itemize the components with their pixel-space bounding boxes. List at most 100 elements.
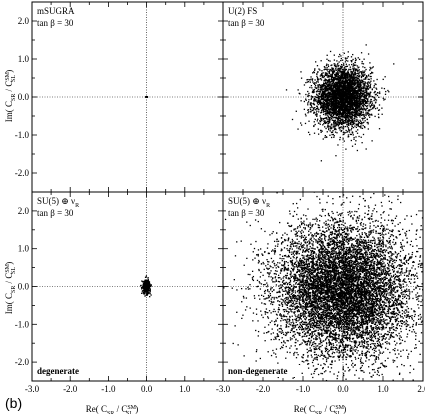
data-point — [326, 95, 329, 97]
data-point — [144, 276, 147, 278]
data-point — [321, 87, 323, 89]
data-point — [365, 97, 367, 99]
data-point — [353, 67, 355, 69]
data-point — [367, 105, 369, 107]
x-tick-label: -1.0 — [101, 384, 116, 394]
data-point — [362, 106, 364, 108]
data-point — [351, 89, 353, 92]
data-point — [336, 60, 338, 62]
data-point — [345, 82, 347, 84]
data-point — [338, 95, 341, 98]
data-point — [349, 88, 351, 90]
data-point — [320, 160, 323, 162]
data-point — [352, 65, 354, 67]
data-point — [332, 91, 334, 93]
data-point — [315, 91, 318, 93]
data-point — [364, 73, 366, 75]
data-point — [305, 93, 307, 96]
data-point — [389, 269, 391, 271]
data-point — [366, 82, 368, 84]
data-point — [324, 95, 327, 98]
data-point — [324, 82, 326, 85]
data-point — [363, 98, 365, 101]
data-point — [335, 94, 338, 97]
data-point — [321, 95, 323, 97]
data-point — [361, 60, 363, 63]
data-point — [341, 72, 343, 74]
data-point — [327, 109, 330, 111]
data-point — [325, 96, 327, 99]
data-point — [329, 103, 331, 105]
data-point — [382, 78, 384, 81]
data-point — [346, 103, 348, 105]
data-point — [319, 120, 322, 123]
data-point — [373, 80, 375, 82]
data-point — [333, 99, 335, 102]
data-point — [342, 111, 344, 114]
data-point — [344, 132, 346, 134]
data-point — [343, 71, 345, 74]
data-point — [325, 108, 327, 111]
data-point — [315, 96, 317, 98]
data-point — [328, 84, 331, 86]
data-point — [325, 74, 327, 76]
data-point — [316, 77, 319, 79]
data-point — [330, 100, 333, 103]
data-point — [322, 97, 325, 99]
data-point — [311, 106, 313, 109]
data-point — [350, 121, 352, 124]
panel-title: U(2) FS — [228, 6, 257, 16]
data-point — [341, 65, 343, 68]
data-point — [405, 293, 407, 296]
data-point — [372, 374, 374, 376]
panel-subtitle: tan β = 30 — [228, 18, 265, 28]
data-point — [343, 63, 345, 65]
data-point — [332, 105, 334, 107]
data-point — [324, 86, 327, 88]
data-point — [310, 95, 313, 97]
data-point — [341, 121, 343, 123]
data-point — [338, 122, 340, 124]
data-point — [334, 92, 336, 94]
data-point — [343, 89, 346, 91]
data-point — [333, 63, 335, 65]
data-point — [366, 107, 368, 109]
data-point — [346, 86, 348, 88]
data-point — [320, 100, 322, 102]
data-point — [357, 129, 359, 131]
data-point — [352, 83, 355, 85]
data-point — [360, 52, 363, 54]
data-point — [414, 313, 416, 316]
data-point — [346, 104, 348, 107]
data-point — [319, 115, 321, 117]
data-point — [143, 285, 146, 288]
data-point — [373, 250, 375, 252]
data-point — [343, 277, 345, 279]
data-point — [347, 111, 350, 113]
data-point — [147, 291, 149, 294]
data-point — [345, 85, 347, 87]
data-point — [342, 131, 345, 133]
data-point — [343, 74, 346, 76]
data-point — [339, 108, 342, 110]
data-point — [325, 258, 327, 261]
data-point — [320, 110, 323, 112]
data-point — [348, 120, 350, 123]
data-point — [315, 61, 317, 63]
data-point — [403, 262, 406, 265]
data-point — [145, 96, 149, 98]
data-point — [333, 87, 335, 89]
data-point — [361, 74, 363, 76]
data-point — [380, 217, 383, 219]
data-point — [365, 111, 367, 113]
data-point — [358, 75, 360, 78]
data-point — [321, 102, 323, 105]
data-point — [345, 148, 347, 150]
data-point — [335, 111, 338, 114]
data-point — [362, 93, 364, 95]
data-point — [348, 108, 350, 110]
data-point — [335, 69, 337, 71]
data-point — [373, 99, 375, 102]
data-point — [336, 85, 339, 87]
data-point — [360, 112, 362, 114]
